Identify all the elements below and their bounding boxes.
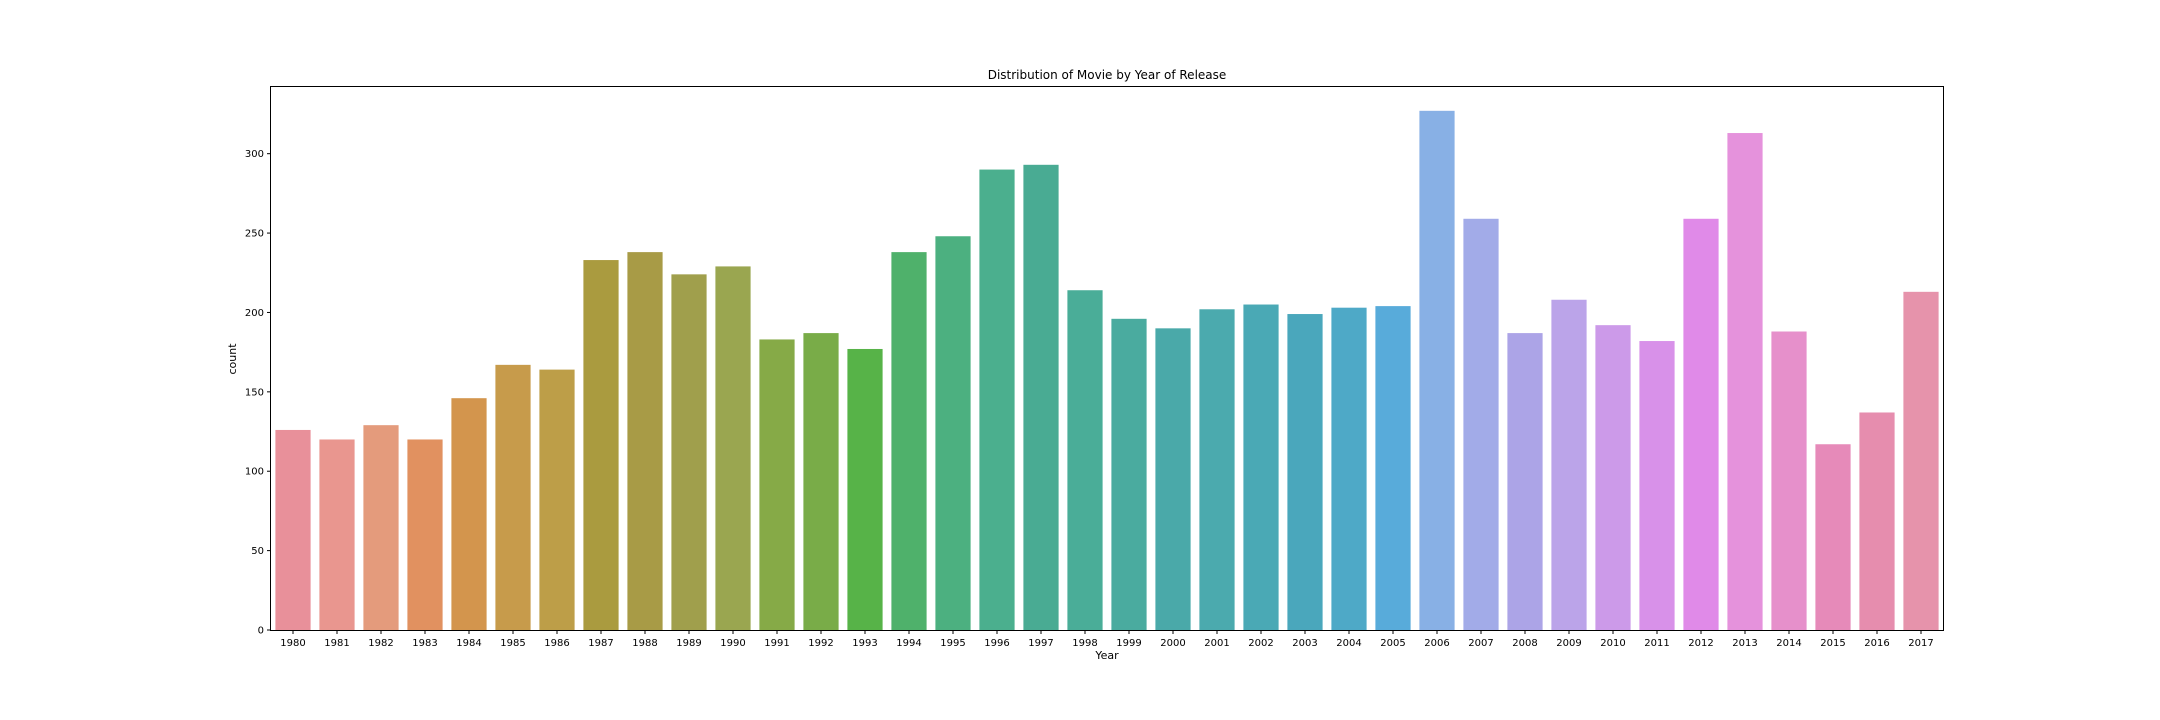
x-tick-label: 1988: [632, 638, 657, 649]
x-tick-label: 1982: [368, 638, 393, 649]
x-tick-label: 2000: [1160, 638, 1185, 649]
x-tick-label: 1998: [1072, 638, 1097, 649]
x-tick-label: 2008: [1512, 638, 1537, 649]
x-tick-label: 1993: [852, 638, 877, 649]
bar-2005: [1375, 306, 1411, 630]
bar-2013: [1727, 133, 1763, 631]
bar-2010: [1595, 325, 1631, 630]
bar-1981: [319, 439, 355, 630]
x-tick-label: 1997: [1028, 638, 1053, 649]
bar-1982: [363, 425, 399, 630]
bars-group: [275, 110, 1939, 631]
bar-2001: [1199, 309, 1235, 630]
x-tick-label: 1987: [588, 638, 613, 649]
x-tick-label: 1999: [1116, 638, 1141, 649]
bar-1999: [1111, 318, 1147, 630]
x-tick-label: 2003: [1292, 638, 1317, 649]
bar-2012: [1683, 218, 1719, 630]
bar-2004: [1331, 307, 1367, 630]
x-tick-label: 1983: [412, 638, 437, 649]
x-tick-label: 2016: [1864, 638, 1889, 649]
bar-2016: [1859, 412, 1895, 630]
x-tick-label: 1981: [324, 638, 349, 649]
bar-1986: [539, 369, 575, 630]
y-tick-label: 100: [245, 467, 264, 478]
bar-2009: [1551, 299, 1587, 630]
bar-1996: [979, 169, 1015, 630]
bar-1992: [803, 333, 839, 630]
chart-title: Distribution of Movie by Year of Release: [988, 68, 1227, 82]
bar-1998: [1067, 290, 1103, 630]
y-axis-ticks: 0 50 100 150 200 250 300: [245, 149, 271, 637]
x-tick-label: 1991: [764, 638, 789, 649]
y-tick-label: 250: [245, 229, 264, 240]
x-tick-label: 1994: [896, 638, 921, 649]
y-tick-label: 200: [245, 308, 264, 319]
x-tick-label: 1992: [808, 638, 833, 649]
x-tick-label: 1990: [720, 638, 745, 649]
x-tick-label: 1995: [940, 638, 965, 649]
bar-1990: [715, 266, 751, 630]
x-axis-label: Year: [1094, 649, 1119, 662]
y-tick-label: 300: [245, 149, 264, 160]
bar-1983: [407, 439, 443, 630]
bar-1984: [451, 398, 487, 630]
bar-2011: [1639, 341, 1675, 630]
x-tick-label: 2012: [1688, 638, 1713, 649]
x-tick-label: 2006: [1424, 638, 1449, 649]
bar-1985: [495, 364, 531, 630]
bar-2000: [1155, 328, 1191, 630]
bar-2003: [1287, 314, 1323, 630]
bar-1988: [627, 252, 663, 630]
bar-1995: [935, 236, 971, 630]
bar-2002: [1243, 304, 1279, 630]
bar-1989: [671, 274, 707, 630]
x-tick-label: 1989: [676, 638, 701, 649]
x-tick-label: 2015: [1820, 638, 1845, 649]
x-tick-label: 2010: [1600, 638, 1625, 649]
bar-1991: [759, 339, 795, 630]
bar-1994: [891, 252, 927, 630]
x-tick-label: 2009: [1556, 638, 1581, 649]
x-tick-label: 1984: [456, 638, 481, 649]
bar-2006: [1419, 110, 1455, 630]
x-tick-label: 2001: [1204, 638, 1229, 649]
bar-1980: [275, 429, 311, 630]
bar-2017: [1903, 291, 1939, 630]
bar-2014: [1771, 331, 1807, 630]
x-tick-label: 1996: [984, 638, 1009, 649]
x-tick-label: 2004: [1336, 638, 1361, 649]
bar-1997: [1023, 164, 1059, 631]
bar-1993: [847, 348, 883, 630]
x-tick-label: 2017: [1908, 638, 1933, 649]
y-tick-label: 0: [258, 626, 264, 637]
x-tick-label: 2007: [1468, 638, 1493, 649]
x-tick-label: 2014: [1776, 638, 1801, 649]
x-tick-label: 1980: [280, 638, 305, 649]
bar-2015: [1815, 444, 1851, 630]
x-tick-label: 2005: [1380, 638, 1405, 649]
bar-1987: [583, 260, 619, 630]
x-tick-label: 1985: [500, 638, 525, 649]
x-tick-label: 2011: [1644, 638, 1669, 649]
y-axis-label: count: [226, 343, 239, 375]
bar-2008: [1507, 333, 1543, 630]
y-tick-label: 50: [251, 546, 264, 557]
plot-frame: [270, 86, 1944, 631]
y-tick-label: 150: [245, 387, 264, 398]
bar-2007: [1463, 218, 1499, 630]
x-tick-label: 2002: [1248, 638, 1273, 649]
x-tick-label: 1986: [544, 638, 569, 649]
x-axis-ticks: 1980 1981 1982 1983 1984 1985 1986 1987 1988 1989…: [280, 630, 1934, 649]
x-tick-label: 2013: [1732, 638, 1757, 649]
